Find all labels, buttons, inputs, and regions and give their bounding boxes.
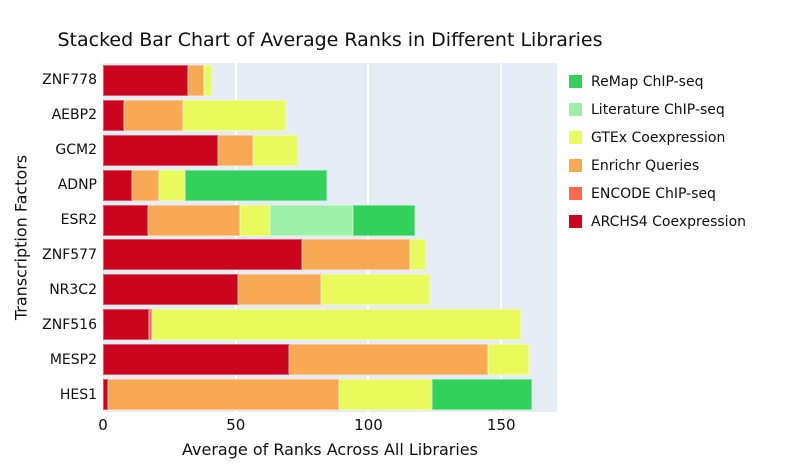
y-tick-label-adnp: ADNP xyxy=(57,177,97,194)
legend-item[interactable]: ARCHS4 Coexpression xyxy=(569,213,747,230)
bar-segment[interactable] xyxy=(149,309,153,341)
bar-row-esr2 xyxy=(103,203,557,238)
stacked-bar-aebp2[interactable] xyxy=(103,99,557,131)
legend-swatch-icon xyxy=(569,187,582,200)
bar-rows xyxy=(103,63,557,412)
bar-segment[interactable] xyxy=(182,99,287,131)
y-tick-label-aebp2: AEBP2 xyxy=(51,107,97,124)
legend-swatch-icon xyxy=(569,103,582,116)
bar-segment[interactable] xyxy=(320,274,430,306)
y-tick-label-znf516: ZNF516 xyxy=(42,316,97,333)
bar-row-gcm2 xyxy=(103,133,557,168)
bar-segment[interactable] xyxy=(352,204,415,236)
bar-segment[interactable] xyxy=(270,204,353,236)
legend-label: GTEx Coexpression xyxy=(591,129,726,146)
bar-segment[interactable] xyxy=(432,379,532,411)
legend-item[interactable]: Enrichr Queries xyxy=(569,157,746,174)
x-tick-label-150: 150 xyxy=(486,416,516,434)
bar-segment[interactable] xyxy=(103,134,219,166)
bar-segment[interactable] xyxy=(288,344,488,376)
legend-item[interactable]: Literature ChIP-seq xyxy=(569,101,746,118)
bar-segment[interactable] xyxy=(203,64,212,96)
x-tick-label-50: 50 xyxy=(226,416,246,434)
legend-label: ReMap ChIP-seq xyxy=(591,73,704,90)
plot-area xyxy=(103,63,557,412)
bar-segment[interactable] xyxy=(238,274,321,306)
bar-segment[interactable] xyxy=(339,379,433,411)
bar-segment[interactable] xyxy=(103,309,150,341)
y-tick-label-esr2: ESR2 xyxy=(60,212,97,229)
stacked-bar-adnp[interactable] xyxy=(103,169,557,201)
legend-label: ENCODE ChIP-seq xyxy=(591,185,716,202)
legend-label: Enrichr Queries xyxy=(591,157,700,174)
bar-segment[interactable] xyxy=(103,204,149,236)
bar-segment[interactable] xyxy=(487,344,530,376)
stacked-bar-znf577[interactable] xyxy=(103,239,557,271)
x-tick-label-100: 100 xyxy=(354,416,383,434)
stacked-bar-gcm2[interactable] xyxy=(103,134,557,166)
y-tick-label-hes1: HES1 xyxy=(59,386,97,403)
gridline-x-50 xyxy=(234,63,237,412)
bar-segment[interactable] xyxy=(108,379,340,411)
bar-segment[interactable] xyxy=(218,134,253,166)
bar-row-znf516 xyxy=(103,307,557,342)
bar-segment[interactable] xyxy=(239,204,271,236)
legend-item[interactable]: GTEx Coexpression xyxy=(569,129,746,146)
bar-row-mesp2 xyxy=(103,342,557,377)
x-axis-title: Average of Ranks Across All Libraries xyxy=(182,440,478,459)
bar-segment[interactable] xyxy=(103,99,125,131)
bar-segment[interactable] xyxy=(148,204,240,236)
bar-segment[interactable] xyxy=(103,239,303,271)
bar-row-aebp2 xyxy=(103,98,557,133)
bar-row-znf577 xyxy=(103,238,557,273)
legend-swatch-icon xyxy=(569,159,582,172)
gridline-x-150 xyxy=(500,63,503,412)
y-tick-label-nr3c2: NR3C2 xyxy=(49,281,97,298)
y-tick-label-gcm2: GCM2 xyxy=(55,142,97,159)
legend-swatch-icon xyxy=(569,215,582,228)
bar-row-hes1 xyxy=(103,377,557,412)
stacked-bar-esr2[interactable] xyxy=(103,204,557,236)
legend-label: Literature ChIP-seq xyxy=(591,101,725,118)
bar-segment[interactable] xyxy=(152,309,522,341)
bar-segment[interactable] xyxy=(103,169,133,201)
legend-swatch-icon xyxy=(569,75,582,88)
bar-segment[interactable] xyxy=(103,64,188,96)
gridline-x-100 xyxy=(367,63,370,412)
legend-item[interactable]: ENCODE ChIP-seq xyxy=(569,185,746,202)
y-axis-tick-labels: ZNF778 AEBP2 GCM2 ADNP ESR2 ZNF577 NR3C2 ZNF516… xyxy=(0,63,97,412)
y-tick-label-znf778: ZNF778 xyxy=(42,72,97,89)
y-tick-label-znf577: ZNF577 xyxy=(42,246,97,263)
bar-row-adnp xyxy=(103,168,557,203)
bar-segment[interactable] xyxy=(103,274,239,306)
bar-row-nr3c2 xyxy=(103,272,557,307)
stacked-bar-hes1[interactable] xyxy=(103,379,557,411)
bar-row-znf778 xyxy=(103,63,557,98)
chart-title: Stacked Bar Chart of Average Ranks in Di… xyxy=(57,29,603,51)
legend-item[interactable]: ReMap ChIP-seq xyxy=(569,73,746,90)
bar-segment[interactable] xyxy=(124,99,183,131)
bar-segment[interactable] xyxy=(103,379,109,411)
legend: ReMap ChIP-seq Literature ChIP-seq GTEx Co… xyxy=(569,73,747,230)
bar-segment[interactable] xyxy=(409,239,426,271)
bar-segment[interactable] xyxy=(187,64,204,96)
bar-segment[interactable] xyxy=(103,344,289,376)
stacked-bar-znf516[interactable] xyxy=(103,309,557,341)
stacked-bar-nr3c2[interactable] xyxy=(103,274,557,306)
x-tick-label-0: 0 xyxy=(98,416,108,434)
bar-segment[interactable] xyxy=(185,169,328,201)
bar-segment[interactable] xyxy=(158,169,186,201)
bar-segment[interactable] xyxy=(132,169,159,201)
bar-segment[interactable] xyxy=(302,239,410,271)
y-tick-label-mesp2: MESP2 xyxy=(49,351,97,368)
legend-swatch-icon xyxy=(569,131,582,144)
bar-segment[interactable] xyxy=(252,134,299,166)
stacked-bar-mesp2[interactable] xyxy=(103,344,557,376)
stacked-bar-znf778[interactable] xyxy=(103,64,557,96)
legend-label: ARCHS4 Coexpression xyxy=(591,213,747,230)
